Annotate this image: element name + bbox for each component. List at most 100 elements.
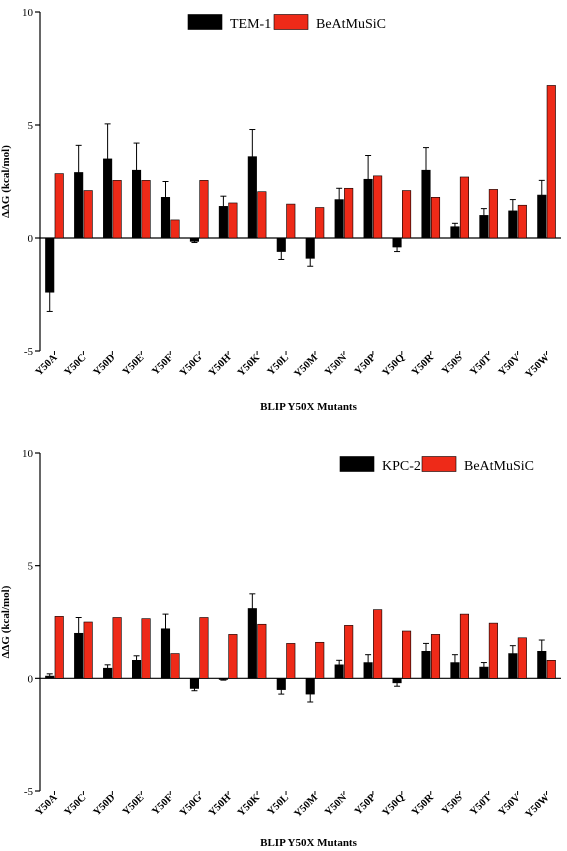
x-tick-label: Y50H [207,792,233,818]
x-tick-label: Y50K [236,792,263,819]
bar-beatmusic-y50e [141,180,151,239]
x-tick-label: Y50L [266,352,292,378]
x-tick-label: Y50Q [381,352,407,378]
bar-beatmusic-y50f [170,653,180,679]
y-tick-label: -5 [24,786,34,798]
x-tick-label: Y50G [178,792,204,818]
bar-kpc-2-y50s [450,662,460,679]
bar-beatmusic-y50g [199,617,209,679]
bar-beatmusic-y50v [517,204,527,239]
bar-kpc-2-y50c [74,632,84,679]
legend-label: BeAtMuSiC [464,459,534,474]
bar-tem-1-y50p [363,178,373,239]
bar-tem-1-y50v [508,210,518,239]
x-tick-label: Y50H [207,352,233,378]
x-tick-label: Y50W [524,352,552,380]
bar-beatmusic-y50q [402,630,412,679]
legend-swatch [339,456,375,472]
x-tick-label: Y50C [63,352,89,378]
bar-tem-1-y50e [132,169,142,239]
x-tick-label: Y50S [440,792,465,817]
legend-label: TEM-1 [230,17,271,32]
x-tick-label: Y50A [34,792,60,818]
bar-tem-1-y50n [334,199,344,239]
bar-tem-1-y50r [421,169,431,239]
bar-kpc-2-y50n [334,664,344,679]
bar-beatmusic-y50f [170,219,180,239]
bar-kpc-2-y50h [218,678,228,680]
bar-kpc-2-y50v [508,653,518,679]
x-tick-label: Y50M [293,792,321,820]
y-tick-label: -5 [24,346,34,358]
x-tick-label: Y50D [92,792,118,818]
bar-beatmusic-y50s [459,176,469,239]
bar-beatmusic-y50w [546,660,556,679]
bar-beatmusic-y50q [402,190,412,239]
bar-beatmusic-y50s [459,613,469,679]
x-tick-label: Y50E [121,352,147,378]
bar-kpc-2-y50p [363,662,373,679]
bar-beatmusic-y50m [315,641,325,679]
x-tick-label: Y50F [150,792,175,817]
y-axis-label: ΔΔG (kcal/mol) [0,585,12,658]
bar-tem-1-y50l [276,237,286,252]
bar-kpc-2-y50q [392,678,402,684]
bar-tem-1-y50c [74,172,84,239]
bar-beatmusic-y50l [286,203,296,239]
bar-tem-1-y50s [450,226,460,239]
bar-tem-1-y50d [103,158,113,239]
bar-beatmusic-y50d [112,617,122,679]
x-tick-label: Y50R [410,352,436,378]
bar-tem-1-y50f [160,197,171,239]
bar-beatmusic-y50h [228,202,238,239]
x-tick-label: Y50F [150,352,175,377]
bar-beatmusic-y50v [517,637,527,679]
x-tick-label: Y50A [34,352,60,378]
x-tick-label: Y50K [236,352,263,379]
bar-beatmusic-y50k [257,623,267,679]
bar-beatmusic-y50r [430,197,441,239]
x-tick-label: Y50D [92,352,118,378]
x-tick-label: Y50E [121,792,147,818]
bar-beatmusic-y50l [286,643,296,679]
bar-beatmusic-y50d [112,180,122,239]
legend-swatch [421,456,457,472]
bar-beatmusic-y50h [228,634,238,679]
x-tick-label: Y50P [353,352,379,378]
x-tick-label: Y50N [323,352,349,378]
bar-beatmusic-y50a [54,616,64,679]
x-tick-label: Y50Q [381,792,407,818]
x-axis-label: BLIP Y50X Mutants [260,401,357,413]
y-tick-label: 10 [22,448,34,460]
x-tick-label: Y50P [353,792,379,818]
x-tick-label: Y50W [524,792,552,820]
chart-panel-2: -5 0 5 10 ΔΔG (kcal/mol) Y50A Y50C Y50D Y50E Y50F… [0,448,561,849]
bar-tem-1-y50k [247,156,257,239]
bar-beatmusic-y50c [83,621,93,679]
bar-kpc-2-y50f [160,628,171,679]
bar-kpc-2-y50w [537,650,547,679]
bar-tem-1-y50h [218,206,228,239]
bar-tem-1-y50q [392,237,402,248]
y-axis-label: ΔΔG (kcal/mol) [0,145,12,218]
x-tick-label: Y50G [178,352,204,378]
y-tick-label: 10 [22,7,34,19]
x-tick-label: Y50C [63,792,89,818]
bar-tem-1-y50g [189,237,199,242]
legend-swatch [273,14,309,30]
bar-beatmusic-y50r [430,634,441,679]
bar-beatmusic-y50p [373,609,383,679]
y-tick-label: 5 [28,561,34,573]
legend-swatch [187,14,223,30]
x-tick-label: Y50L [266,792,292,818]
bar-beatmusic-y50t [488,622,498,679]
bar-tem-1-y50w [537,194,547,239]
bar-kpc-2-y50r [421,650,431,679]
legend: KPC-2 BeAtMuSiC [339,456,534,474]
bar-kpc-2-y50l [276,678,286,690]
bar-beatmusic-y50t [488,189,498,239]
legend: TEM-1 BeAtMuSiC [187,14,386,32]
bar-kpc-2-y50a [45,675,55,679]
bar-beatmusic-y50e [141,618,151,679]
